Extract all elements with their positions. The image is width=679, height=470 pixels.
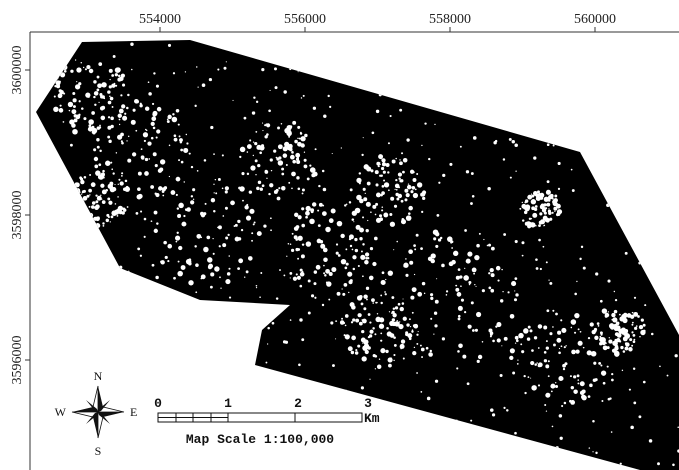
scale-caption: Map Scale 1:100,000 [186,432,334,447]
y-label: 3596000 [10,336,25,385]
compass: N S E W [55,369,138,458]
compass-west: W [55,405,67,419]
compass-south: S [95,444,102,458]
x-label: 558000 [429,12,471,27]
scale-tick-label: 0 [154,396,162,411]
scale-unit: Km [364,411,380,426]
scale-tick-label: 3 [364,396,372,411]
scale-tick-label: 1 [224,396,232,411]
compass-east: E [130,405,137,419]
x-label: 560000 [574,12,616,27]
study-area [36,40,679,470]
x-label: 554000 [139,12,181,27]
scale-tick-label: 2 [294,396,302,411]
speckles [38,40,679,470]
y-label: 3600000 [10,46,25,95]
compass-north: N [94,369,103,383]
scale-bar: 0 1 2 3 Km Map Scale 1:100,000 [154,396,380,447]
y-label: 3598000 [10,191,25,240]
x-label: 556000 [284,12,326,27]
x-labels: 554000 556000 558000 560000 [139,12,616,32]
y-labels: 3600000 3598000 3596000 [10,46,30,385]
